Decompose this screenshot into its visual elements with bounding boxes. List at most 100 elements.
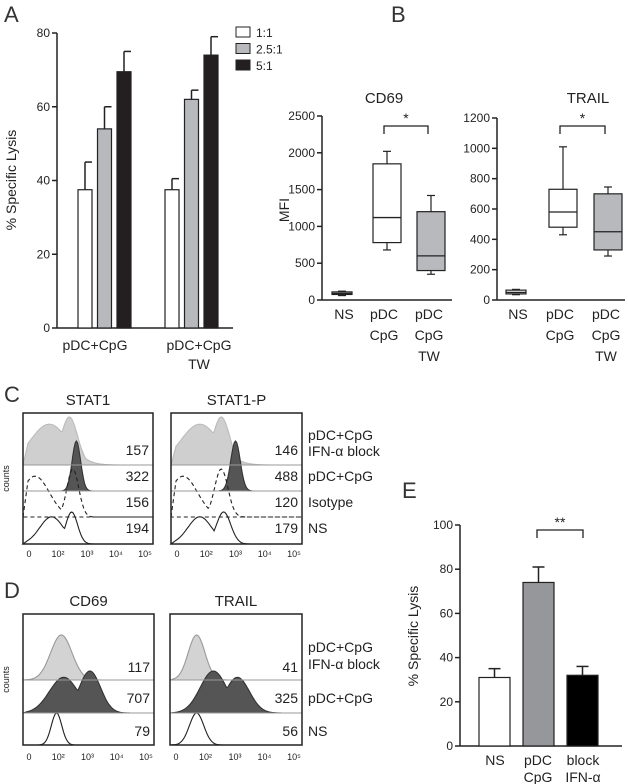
mfi-value: 117 bbox=[128, 659, 151, 675]
bar bbox=[96, 128, 113, 329]
x-tick-label: 10⁴ bbox=[258, 752, 272, 762]
box bbox=[416, 211, 446, 272]
x-category-label: NS bbox=[508, 306, 527, 322]
y-tick-label: 60 bbox=[37, 100, 51, 114]
histogram-curve bbox=[170, 468, 302, 518]
x-tick-label: 10³ bbox=[80, 549, 93, 559]
x-tick-label: 0 bbox=[26, 549, 31, 559]
histogram-frame bbox=[22, 412, 154, 545]
histogram-title: CD69 bbox=[69, 593, 107, 610]
y-tick-label: 200 bbox=[470, 263, 490, 277]
row-label: NS bbox=[308, 520, 327, 536]
mfi-value: 325 bbox=[275, 690, 299, 706]
histogram-title: STAT1-P bbox=[207, 392, 266, 409]
histogram-frame bbox=[169, 613, 303, 746]
legend-label: 1:1 bbox=[256, 26, 273, 40]
bar bbox=[116, 71, 132, 329]
x-tick-label: 0 bbox=[173, 752, 178, 762]
histogram-curve bbox=[22, 468, 153, 518]
y-tick-label: 1000 bbox=[288, 219, 315, 233]
y-tick-label: 0 bbox=[446, 739, 453, 753]
x-category-label: IFN-α bbox=[565, 769, 600, 784]
y-axis-label: counts bbox=[1, 465, 11, 492]
row-label: Isotype bbox=[308, 494, 353, 510]
bar bbox=[77, 189, 93, 329]
row-label: pDC+CpG bbox=[308, 427, 373, 443]
x-category-label: CpG bbox=[524, 769, 553, 784]
chart-title: CD69 bbox=[365, 90, 403, 107]
significance-label: * bbox=[403, 110, 409, 126]
significance-label: ** bbox=[555, 514, 566, 530]
x-category-label: pDC bbox=[370, 306, 398, 322]
legend-swatch bbox=[235, 26, 251, 38]
histogram-title: TRAIL bbox=[215, 593, 258, 610]
y-tick-label: 40 bbox=[37, 174, 51, 188]
y-tick-label: 1000 bbox=[463, 141, 490, 155]
x-tick-label: 10³ bbox=[229, 549, 242, 559]
bar bbox=[183, 98, 200, 329]
mfi-value: 179 bbox=[275, 520, 299, 536]
mfi-value: 41 bbox=[282, 659, 298, 675]
x-category-label: pDC+CpG bbox=[167, 337, 232, 353]
y-tick-label: 500 bbox=[295, 256, 315, 270]
bar bbox=[164, 189, 180, 329]
y-tick-label: 20 bbox=[440, 695, 454, 709]
bar bbox=[566, 674, 599, 747]
row-label: IFN-α block bbox=[308, 443, 381, 459]
significance-bracket bbox=[383, 125, 429, 134]
x-tick-label: 10³ bbox=[81, 752, 94, 762]
mfi-value: 120 bbox=[275, 494, 299, 510]
x-tick-label: 10⁵ bbox=[139, 752, 153, 762]
histogram-frame bbox=[22, 613, 155, 746]
x-category-label: pDC+CpG bbox=[63, 337, 128, 353]
mfi-value: 79 bbox=[134, 723, 150, 739]
row-label: pDC+CpG bbox=[308, 639, 373, 655]
row-label: NS bbox=[308, 723, 327, 739]
x-tick-label: 10² bbox=[199, 752, 212, 762]
y-tick-label: 1500 bbox=[288, 183, 315, 197]
y-tick-label: 100 bbox=[433, 518, 453, 532]
x-category-label: CpG bbox=[370, 327, 399, 343]
y-tick-label: 400 bbox=[470, 232, 490, 246]
x-tick-label: 10⁴ bbox=[258, 549, 272, 559]
x-tick-label: 10⁴ bbox=[109, 549, 123, 559]
x-category-label: pDC bbox=[546, 306, 574, 322]
x-category-label: pDC bbox=[415, 306, 443, 322]
x-tick-label: 10³ bbox=[228, 752, 241, 762]
x-tick-label: 10² bbox=[52, 752, 65, 762]
box bbox=[372, 163, 402, 244]
chart-title: TRAIL bbox=[567, 90, 610, 107]
x-category-label: NS bbox=[485, 752, 504, 768]
y-tick-label: 80 bbox=[37, 26, 51, 40]
legend-label: 2.5:1 bbox=[256, 43, 283, 57]
x-tick-label: 10⁵ bbox=[287, 549, 301, 559]
mfi-value: 156 bbox=[126, 494, 150, 510]
bar bbox=[203, 54, 219, 329]
y-tick-label: 0 bbox=[43, 321, 50, 335]
histogram-frame bbox=[170, 412, 303, 545]
panel-label-d: D bbox=[4, 578, 20, 603]
histogram-title: STAT1 bbox=[66, 392, 110, 409]
y-tick-label: 40 bbox=[440, 651, 454, 665]
mfi-value: 146 bbox=[275, 442, 299, 458]
legend-label: 5:1 bbox=[256, 59, 273, 73]
significance-bracket bbox=[536, 529, 584, 538]
mfi-value: 488 bbox=[275, 468, 299, 484]
y-axis-label: MFI bbox=[276, 198, 292, 222]
significance-bracket bbox=[559, 125, 606, 134]
x-category-label: TW bbox=[188, 356, 211, 372]
x-category-label: block bbox=[567, 752, 601, 768]
mfi-value: 56 bbox=[282, 723, 298, 739]
x-tick-label: 10² bbox=[51, 549, 64, 559]
x-category-label: CpG bbox=[415, 327, 444, 343]
x-category-label: pDC bbox=[592, 306, 620, 322]
y-tick-label: 20 bbox=[37, 247, 51, 261]
y-tick-label: 80 bbox=[440, 562, 454, 576]
x-category-label: NS bbox=[334, 306, 353, 322]
bar bbox=[522, 581, 555, 747]
y-axis-label: % Specific Lysis bbox=[3, 130, 19, 231]
y-tick-label: 2000 bbox=[288, 146, 315, 160]
bar bbox=[478, 676, 511, 747]
y-tick-label: 0 bbox=[308, 293, 315, 307]
